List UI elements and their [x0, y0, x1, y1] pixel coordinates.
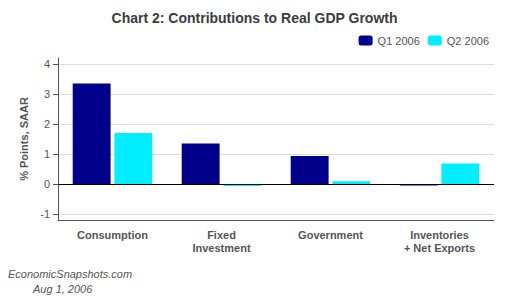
svg-text:Fixed: Fixed: [207, 229, 236, 241]
svg-text:4: 4: [44, 58, 50, 70]
svg-text:-1: -1: [40, 208, 50, 220]
svg-text:Inventories: Inventories: [410, 229, 469, 241]
svg-text:EconomicSnapshots.com: EconomicSnapshots.com: [8, 268, 132, 280]
svg-text:Consumption: Consumption: [77, 229, 148, 241]
svg-text:Aug 1, 2006: Aug 1, 2006: [32, 283, 93, 295]
svg-text:2: 2: [44, 118, 50, 130]
svg-text:Q1 2006: Q1 2006: [378, 35, 420, 47]
svg-text:Government: Government: [298, 229, 363, 241]
svg-text:Q2 2006: Q2 2006: [447, 35, 489, 47]
svg-text:3: 3: [44, 88, 50, 100]
svg-text:% Points, SAAR: % Points, SAAR: [18, 97, 30, 181]
svg-text:0: 0: [44, 178, 50, 190]
svg-text:+ Net Exports: + Net Exports: [404, 242, 475, 254]
svg-text:Investment: Investment: [192, 242, 250, 254]
svg-text:1: 1: [44, 148, 50, 160]
svg-text:Chart 2: Contributions to Real: Chart 2: Contributions to Real GDP Growt…: [112, 10, 398, 26]
